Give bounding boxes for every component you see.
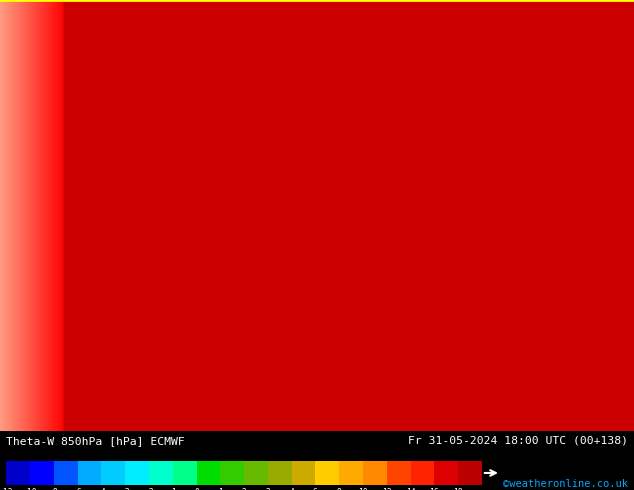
Bar bbox=[30, 461, 54, 485]
Text: -8: -8 bbox=[49, 488, 59, 490]
Text: Theta-W 850hPa [hPa] ECMWF: Theta-W 850hPa [hPa] ECMWF bbox=[6, 436, 185, 446]
Text: -1: -1 bbox=[168, 488, 178, 490]
Bar bbox=[172, 461, 197, 485]
Text: -2: -2 bbox=[144, 488, 154, 490]
Text: 16: 16 bbox=[429, 488, 439, 490]
Text: -6: -6 bbox=[73, 488, 82, 490]
Text: 3: 3 bbox=[266, 488, 270, 490]
Text: 10: 10 bbox=[358, 488, 368, 490]
Bar bbox=[77, 461, 101, 485]
Bar bbox=[411, 461, 434, 485]
Text: 12: 12 bbox=[382, 488, 392, 490]
Bar bbox=[292, 461, 315, 485]
Text: -4: -4 bbox=[96, 488, 107, 490]
Bar bbox=[458, 461, 482, 485]
Text: Fr 31-05-2024 18:00 UTC (00+138): Fr 31-05-2024 18:00 UTC (00+138) bbox=[408, 436, 628, 446]
Text: 14: 14 bbox=[406, 488, 415, 490]
Bar bbox=[339, 461, 363, 485]
Bar bbox=[363, 461, 387, 485]
Text: 0: 0 bbox=[194, 488, 199, 490]
Text: 6: 6 bbox=[313, 488, 318, 490]
Text: 8: 8 bbox=[337, 488, 342, 490]
Bar bbox=[6, 461, 30, 485]
Text: 4: 4 bbox=[289, 488, 294, 490]
Bar bbox=[197, 461, 220, 485]
Bar bbox=[101, 461, 126, 485]
Bar bbox=[244, 461, 268, 485]
Text: -3: -3 bbox=[120, 488, 130, 490]
Text: 1: 1 bbox=[218, 488, 223, 490]
Text: -10: -10 bbox=[23, 488, 37, 490]
Bar bbox=[316, 461, 339, 485]
Bar bbox=[268, 461, 292, 485]
Text: 2: 2 bbox=[242, 488, 247, 490]
Bar bbox=[149, 461, 172, 485]
Bar bbox=[387, 461, 411, 485]
Bar bbox=[126, 461, 149, 485]
Bar bbox=[434, 461, 458, 485]
Bar bbox=[54, 461, 77, 485]
Text: 18: 18 bbox=[453, 488, 463, 490]
Text: -12: -12 bbox=[0, 488, 14, 490]
Bar bbox=[221, 461, 244, 485]
Text: ©weatheronline.co.uk: ©weatheronline.co.uk bbox=[503, 479, 628, 490]
